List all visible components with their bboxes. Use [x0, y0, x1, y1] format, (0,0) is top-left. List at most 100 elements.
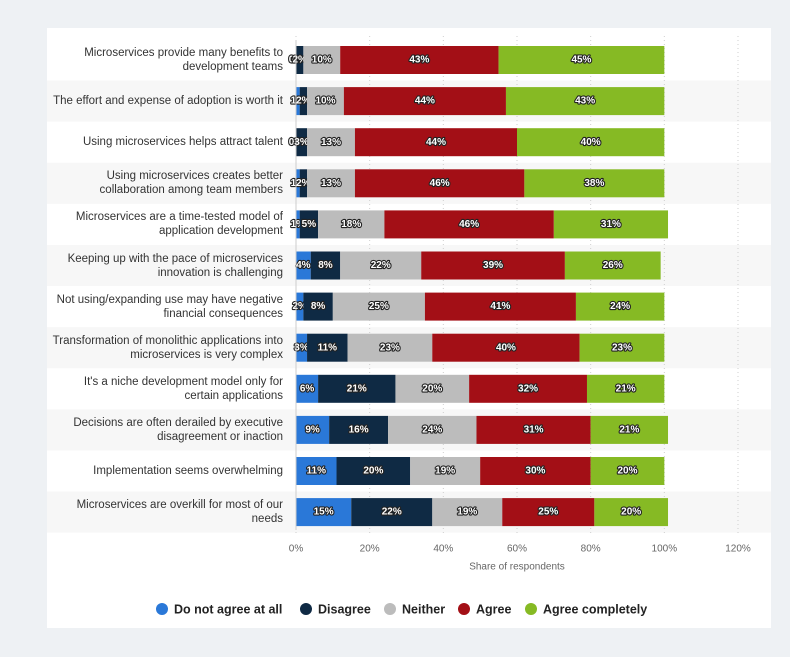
value-label: 25%: [369, 301, 389, 312]
value-label: 24%: [422, 425, 442, 436]
value-label: 23%: [612, 342, 632, 353]
legend-label: Disagree: [318, 602, 371, 616]
category-label: Implementation seems overwhelming: [93, 465, 283, 477]
legend-marker: [525, 603, 537, 615]
legend-label: Do not agree at all: [174, 602, 282, 616]
value-label: 4%: [296, 260, 311, 271]
category-label: Keeping up with the pace of microservice…: [67, 252, 283, 279]
value-label: 3%: [294, 342, 309, 353]
value-label: 6%: [300, 383, 315, 394]
bar-segment: [296, 210, 300, 239]
value-label: 13%: [321, 178, 341, 189]
bar-segment: [296, 457, 337, 485]
value-label: 20%: [363, 466, 383, 477]
value-label: 46%: [459, 219, 479, 230]
value-label: 22%: [371, 260, 391, 271]
category-label: Using microservices helps attract talent: [82, 136, 283, 149]
value-label: 30%: [525, 466, 545, 477]
bar-segment: [553, 210, 669, 239]
value-label: 31%: [601, 219, 621, 230]
bar-segment: [590, 457, 665, 485]
bar-segment: [469, 374, 587, 403]
category-label: Transformation of monolithic application…: [52, 334, 283, 361]
bar-segment: [296, 46, 304, 74]
bar-segment: [594, 498, 669, 527]
bar-segment: [388, 415, 477, 444]
bar-segment: [303, 46, 341, 74]
value-label: 25%: [538, 507, 558, 518]
value-label: 39%: [483, 260, 503, 271]
bar-segment: [340, 46, 499, 74]
value-label: 32%: [518, 383, 538, 394]
value-label: 21%: [616, 383, 636, 394]
value-label: 10%: [312, 55, 332, 66]
bar-segment: [299, 210, 319, 239]
bar-segment: [395, 374, 470, 403]
value-label: 22%: [382, 507, 402, 518]
bar-segment: [296, 374, 319, 403]
legend-marker: [300, 603, 312, 615]
bar-segment: [307, 128, 355, 157]
value-label: 40%: [496, 342, 516, 353]
legend-marker: [384, 603, 396, 615]
x-axis-title: Share of respondents: [469, 562, 565, 573]
value-label: 24%: [610, 301, 630, 312]
value-label: 8%: [311, 301, 326, 312]
value-label: 11%: [318, 342, 338, 353]
bar-segment: [590, 415, 669, 444]
bar-segment: [296, 128, 308, 157]
value-label: 43%: [409, 55, 429, 66]
bar-segment: [410, 457, 481, 485]
bar-segment: [307, 87, 344, 116]
bar-segment: [579, 333, 665, 362]
bar-segment: [384, 210, 554, 239]
value-label: 44%: [415, 96, 435, 107]
bar-segment: [432, 333, 580, 362]
x-tick-label: 60%: [507, 544, 527, 555]
x-tick-label: 20%: [360, 544, 380, 555]
bar-segment: [340, 251, 422, 280]
category-label: Microservices are overkill for most of o…: [76, 499, 283, 526]
category-label: Microservices provide many benefits to d…: [84, 47, 283, 73]
bar-segment: [307, 169, 355, 198]
bar-segment: [480, 457, 591, 485]
value-label: 15%: [314, 507, 334, 518]
bar-segment: [307, 333, 348, 362]
value-label: 20%: [621, 507, 641, 518]
value-label: 45%: [571, 55, 591, 66]
bar-segment: [505, 87, 665, 116]
bar-segment: [296, 169, 300, 198]
value-label: 5%: [302, 219, 317, 230]
value-label: 13%: [321, 137, 341, 148]
value-label: 8%: [318, 260, 333, 271]
bar-segment: [318, 374, 396, 403]
category-label: Microservices are a time-tested model of…: [75, 211, 283, 238]
bar-segment: [575, 292, 665, 321]
value-label: 16%: [349, 425, 369, 436]
bar-segment: [296, 415, 330, 444]
value-label: 23%: [380, 342, 400, 353]
bar-segment: [502, 498, 595, 527]
value-label: 20%: [617, 466, 637, 477]
bar-segment: [332, 292, 425, 321]
value-label: 44%: [426, 137, 446, 148]
x-tick-label: 0%: [289, 544, 304, 555]
value-label: 21%: [347, 383, 367, 394]
bar-segment: [351, 498, 433, 527]
bar-segment: [524, 169, 665, 198]
value-label: 31%: [524, 425, 544, 436]
value-label: 43%: [575, 96, 595, 107]
bar-segment: [564, 251, 661, 280]
value-label: 38%: [584, 178, 604, 189]
bar-segment: [299, 87, 308, 116]
bar-segment: [476, 415, 591, 444]
bar-segment: [424, 292, 576, 321]
value-label: 41%: [490, 301, 510, 312]
category-label: The effort and expense of adoption is wo…: [53, 95, 283, 108]
bar-segment: [586, 374, 665, 403]
category-label: Not using/expanding use may have negativ…: [56, 293, 283, 320]
value-label: 20%: [422, 383, 442, 394]
legend-label: Agree: [476, 602, 511, 616]
bar-segment: [347, 333, 433, 362]
bar-segment: [296, 333, 308, 362]
